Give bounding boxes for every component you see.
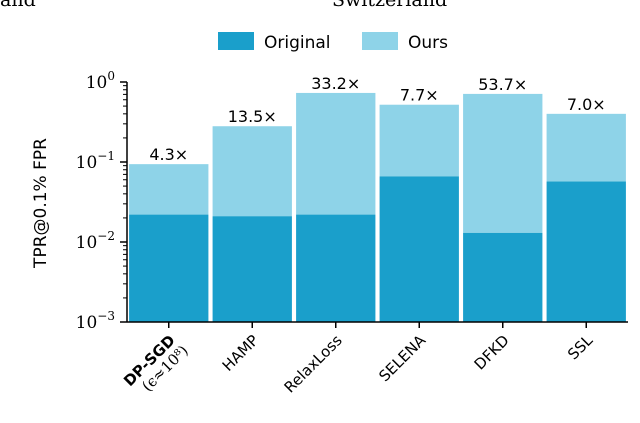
x-tick-text-selena: SELENA xyxy=(375,331,429,385)
bars xyxy=(129,92,626,322)
x-tick-label-dfkd: DFKD xyxy=(471,331,513,373)
x-tick-label-ssl: SSL xyxy=(564,331,597,364)
legend: Original Ours xyxy=(218,32,448,53)
x-tick-label-selena: SELENA xyxy=(375,331,429,385)
x-tick-label-dp-sgd: DP-SGD(ϵ≈10⁸) xyxy=(120,331,192,395)
annotation-relaxloss: 33.2× xyxy=(311,74,360,93)
header-fragment-left: and xyxy=(0,0,36,11)
y-ticks: 10−3 10−2 10−1 100 xyxy=(76,69,127,333)
y-tick-label: 100 xyxy=(86,69,115,93)
legend-label-ours: Ours xyxy=(408,33,448,53)
x-ticks: DP-SGD(ϵ≈10⁸) HAMP RelaxLoss SELENA DFKD SSL xyxy=(120,322,597,396)
bar-original-ssl xyxy=(546,181,626,322)
x-tick-label-hamp: HAMP xyxy=(219,331,263,375)
x-tick-text-relaxloss: RelaxLoss xyxy=(281,331,346,396)
bar-original-hamp xyxy=(212,216,292,322)
legend-label-original: Original xyxy=(264,33,331,53)
bar-original-relaxloss xyxy=(296,214,376,322)
x-tick-text-dfkd: DFKD xyxy=(471,331,513,373)
bar-ours-ssl xyxy=(546,113,626,182)
y-tick-label: 10−3 xyxy=(76,309,115,333)
annotation-selena: 7.7× xyxy=(400,86,439,105)
annotation-dfkd: 53.7× xyxy=(478,75,527,94)
annotation-ssl: 7.0× xyxy=(567,95,606,114)
bar-ours-dfkd xyxy=(463,93,543,233)
x-tick-label-relaxloss: RelaxLoss xyxy=(281,331,346,396)
header-fragment-right: Switzerland xyxy=(332,0,447,11)
annotation-hamp: 13.5× xyxy=(228,107,277,126)
y-axis-label: TPR@0.1% FPR xyxy=(31,138,51,269)
x-tick-text-hamp: HAMP xyxy=(219,331,263,375)
axes xyxy=(126,82,628,323)
annotation-dp-sgd: 4.3× xyxy=(149,145,188,164)
bar-annotations: 4.3× 13.5× 33.2× 7.7× 53.7× 7.0× xyxy=(149,74,605,164)
y-tick-label: 10−2 xyxy=(76,229,115,253)
bar-ours-dp-sgd xyxy=(129,164,209,215)
bar-original-dp-sgd xyxy=(129,214,209,322)
bar-ours-relaxloss xyxy=(296,92,376,215)
bar-original-selena xyxy=(379,176,459,322)
bar-ours-selena xyxy=(379,104,459,177)
bar-original-dfkd xyxy=(463,232,543,322)
legend-swatch-ours xyxy=(362,32,398,50)
legend-swatch-original xyxy=(218,32,254,50)
y-tick-label: 10−1 xyxy=(76,149,115,173)
x-tick-text-ssl: SSL xyxy=(564,331,597,364)
bar-ours-hamp xyxy=(212,126,292,217)
